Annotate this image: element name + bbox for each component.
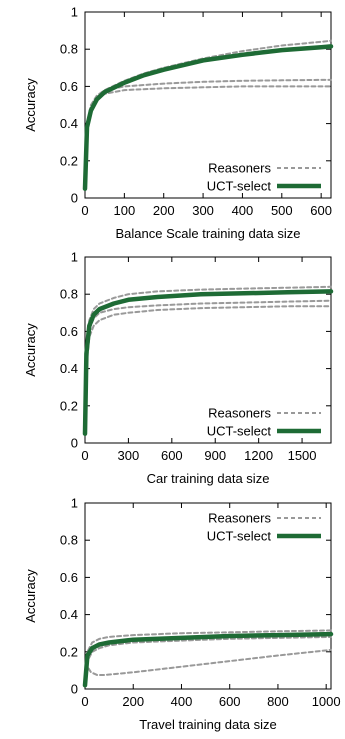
y-tick-label: 0	[71, 682, 78, 697]
x-axis-label: Balance Scale training data size	[115, 226, 300, 241]
y-axis-label: Accuracy	[23, 323, 38, 377]
x-tick-label: 1500	[288, 448, 317, 463]
y-tick-label: 0.2	[60, 153, 78, 168]
y-tick-label: 0.6	[60, 79, 78, 94]
legend-label: UCT-select	[207, 179, 272, 194]
legend-label: UCT-select	[207, 424, 272, 439]
y-tick-label: 0.4	[60, 116, 78, 131]
x-tick-label: 0	[81, 203, 88, 218]
x-tick-label: 300	[192, 203, 214, 218]
reasoners-series-line	[84, 648, 332, 687]
y-axis-label: Accuracy	[23, 569, 38, 623]
legend: Reasoners UCT-select	[207, 406, 321, 439]
chart-panel-3: 0 0.2 0.4 0.6 0.8 1 0 200 400 600 800 1000 Travel tr…	[23, 496, 341, 733]
y-tick-label: 1	[71, 5, 78, 20]
legend-label: UCT-select	[207, 529, 272, 544]
y-tick-label: 0.2	[60, 398, 78, 413]
x-tick-label: 400	[232, 203, 254, 218]
y-tick-label: 0.8	[60, 42, 78, 57]
y-tick-label: 0.4	[60, 361, 78, 376]
y-tick-label: 0.6	[60, 324, 78, 339]
x-tick-label: 200	[153, 203, 175, 218]
x-axis-label: Travel training data size	[139, 717, 277, 732]
uct-select-series-line	[82, 44, 334, 191]
chart-panel-1: 0 0.2 0.4 0.6 0.8 1 0 100 200 300 400 500 600 Balance…	[23, 5, 334, 241]
x-tick-label: 0	[81, 694, 88, 709]
x-tick-label: 600	[310, 203, 332, 218]
reasoners-series-line	[84, 635, 332, 687]
y-tick-label: 0.6	[60, 570, 78, 585]
legend: Reasoners UCT-select	[207, 161, 321, 194]
x-tick-label: 600	[219, 694, 241, 709]
x-axis-label: Car training data size	[147, 471, 270, 486]
uct-select-series-line	[82, 631, 334, 688]
plot-frame	[84, 11, 332, 199]
x-tick-label: 900	[204, 448, 226, 463]
y-tick-label: 0.8	[60, 287, 78, 302]
uct-select-series-line	[82, 289, 334, 436]
x-tick-label: 200	[122, 694, 144, 709]
y-tick-label: 0.8	[60, 533, 78, 548]
y-tick-label: 0.4	[60, 607, 78, 622]
x-tick-label: 400	[171, 694, 193, 709]
x-tick-label: 1000	[312, 694, 341, 709]
x-tick-label: 500	[271, 203, 293, 218]
legend-label: Reasoners	[208, 406, 271, 421]
y-tick-label: 0	[71, 436, 78, 451]
x-tick-label: 0	[81, 448, 88, 463]
chart-panel-2: 0 0.2 0.4 0.6 0.8 1 0 300 600 900 1200 1500 Car trai…	[23, 250, 334, 486]
y-tick-label: 0.2	[60, 644, 78, 659]
y-tick-label: 0	[71, 191, 78, 206]
legend-label: Reasoners	[208, 161, 271, 176]
y-axis-label: Accuracy	[23, 78, 38, 132]
y-tick-label: 1	[71, 250, 78, 265]
x-tick-label: 600	[161, 448, 183, 463]
x-tick-label: 1200	[244, 448, 273, 463]
legend-label: Reasoners	[208, 511, 271, 526]
x-tick-label: 100	[114, 203, 136, 218]
legend: Reasoners UCT-select	[207, 511, 321, 544]
plot-frame	[84, 502, 332, 690]
x-tick-label: 800	[267, 694, 289, 709]
reasoners-series-line	[84, 629, 332, 687]
y-tick-label: 1	[71, 496, 78, 511]
x-tick-label: 300	[118, 448, 140, 463]
